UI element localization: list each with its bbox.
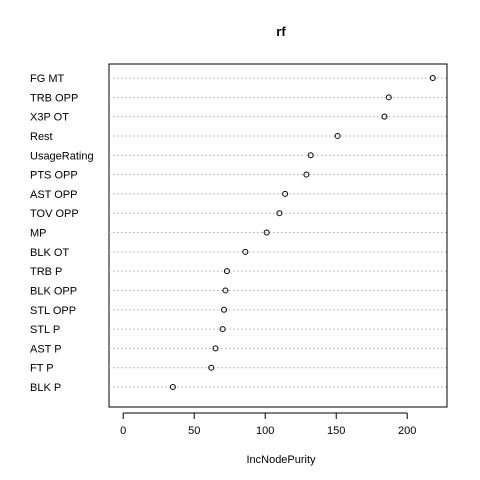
category-label: Rest (30, 131, 53, 143)
data-point (385, 94, 392, 101)
x-tick-label: 150 (327, 425, 345, 437)
category-label: AST P (30, 343, 62, 355)
data-point (219, 326, 226, 333)
data-point (242, 248, 249, 255)
x-axis-label: IncNodePurity (246, 454, 316, 466)
data-point (334, 132, 341, 139)
category-label: UsageRating (30, 150, 94, 162)
data-point (263, 229, 270, 236)
category-label: BLK OT (30, 247, 69, 259)
category-label: PTS OPP (30, 170, 78, 182)
category-label: FT P (30, 363, 54, 375)
data-point (307, 152, 314, 159)
x-tick-label: 200 (398, 425, 416, 437)
data-point (276, 210, 283, 217)
x-tick-label: 100 (256, 425, 274, 437)
category-label: STL OPP (30, 305, 76, 317)
category-label: MP (30, 228, 47, 240)
data-points (169, 75, 436, 390)
category-label: FG MT (30, 73, 64, 85)
chart-title: rf (276, 24, 286, 39)
data-point (212, 345, 219, 352)
data-point (223, 268, 230, 275)
data-point (221, 306, 228, 313)
category-label: STL P (30, 324, 60, 336)
grid-lines (109, 77, 447, 388)
data-point (429, 75, 436, 81)
category-label: TOV OPP (30, 208, 79, 220)
category-label: BLK OPP (30, 285, 77, 297)
y-axis-labels: FG MT TRB OPP X3P OT Rest UsageRating PTS OPP… (30, 73, 94, 394)
category-label: TRB OPP (30, 92, 78, 104)
x-tick-label: 50 (188, 425, 200, 437)
category-label: X3P OT (30, 112, 69, 124)
x-tick-label: 0 (120, 425, 126, 437)
category-label: BLK P (30, 382, 61, 394)
plot-frame (108, 63, 448, 408)
data-point (208, 364, 215, 371)
data-point (222, 287, 229, 294)
x-axis: 0 50 100 150 200 (120, 412, 416, 437)
data-point (381, 113, 388, 120)
data-point (169, 384, 176, 390)
category-label: AST OPP (30, 189, 77, 201)
category-label: TRB P (30, 266, 62, 278)
data-point (303, 171, 310, 178)
data-point (282, 190, 289, 197)
